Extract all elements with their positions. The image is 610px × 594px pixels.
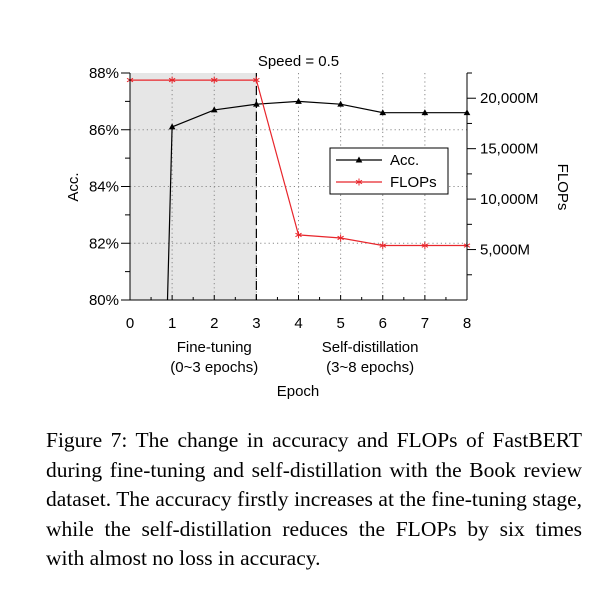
y2-tick-label: 20,000M <box>480 90 538 107</box>
legend-label: FLOPs <box>390 174 437 191</box>
legend-label: Acc. <box>390 152 419 169</box>
y2-tick-label: 15,000M <box>480 141 538 158</box>
y-tick-label: 84% <box>89 179 119 196</box>
x-tick-label: 7 <box>421 315 429 332</box>
chart-title: Speed = 0.5 <box>258 53 339 70</box>
star-stroke <box>210 77 218 83</box>
flops-data-point <box>210 76 218 84</box>
flops-data-point <box>421 242 429 250</box>
star-stroke <box>253 77 260 83</box>
x-tick-label: 1 <box>168 315 176 332</box>
x-axis-label: Epoch <box>277 383 320 400</box>
accuracy-flops-chart: 0 1 2 3 4 5 6 7 8 80% 82% 84% 86% 88% 5,000M 10,000M 15,… <box>65 53 571 400</box>
y2-axis-label: FLOPs <box>554 164 571 211</box>
legend-marker <box>355 156 363 163</box>
accuracy-data-point <box>210 106 218 113</box>
legend: Acc. FLOPs <box>329 147 449 195</box>
star-stroke <box>379 243 387 248</box>
flops-data-point <box>253 76 260 84</box>
x-tick-label: 2 <box>210 315 218 332</box>
accuracy-data-point <box>421 109 429 116</box>
y-tick-label: 80% <box>89 292 119 309</box>
star-stroke <box>168 77 176 83</box>
y-tick-label: 86% <box>89 122 119 139</box>
accuracy-data-point <box>253 100 260 107</box>
self-distillation-annotation: Self-distillation <box>322 339 419 356</box>
star-stroke <box>355 179 363 185</box>
y2-tick-label: 5,000M <box>480 242 530 259</box>
y-tick-label: 88% <box>89 65 119 82</box>
star-stroke <box>295 232 302 238</box>
x-tick-label: 3 <box>252 315 260 332</box>
self-distillation-annotation: (3~8 epochs) <box>326 359 414 376</box>
fine-tuning-annotation: (0~3 epochs) <box>170 359 258 376</box>
x-tick-label: 5 <box>336 315 344 332</box>
y-axis-label: Acc. <box>65 172 82 201</box>
accuracy-data-point <box>379 109 387 116</box>
x-tick-label: 4 <box>294 315 302 332</box>
legend-marker <box>355 178 363 186</box>
legend-box <box>329 147 449 195</box>
flops-data-point <box>379 242 387 250</box>
flops-data-point <box>337 234 344 242</box>
star-stroke <box>421 243 429 248</box>
figure-caption: Figure 7: The change in accuracy and FLO… <box>46 428 582 570</box>
x-tick-label: 0 <box>126 315 134 332</box>
x-tick-label: 6 <box>379 315 387 332</box>
y2-tick-label: 10,000M <box>480 191 538 208</box>
x-tick-label: 8 <box>463 315 471 332</box>
y-tick-label: 82% <box>89 235 119 252</box>
flops-data-point <box>295 231 302 239</box>
star-stroke <box>337 235 344 241</box>
accuracy-data-point <box>337 100 344 107</box>
accuracy-data-point <box>168 123 176 130</box>
accuracy-data-point <box>295 97 302 104</box>
flops-data-point <box>168 76 176 84</box>
fine-tuning-annotation: Fine-tuning <box>177 339 252 356</box>
